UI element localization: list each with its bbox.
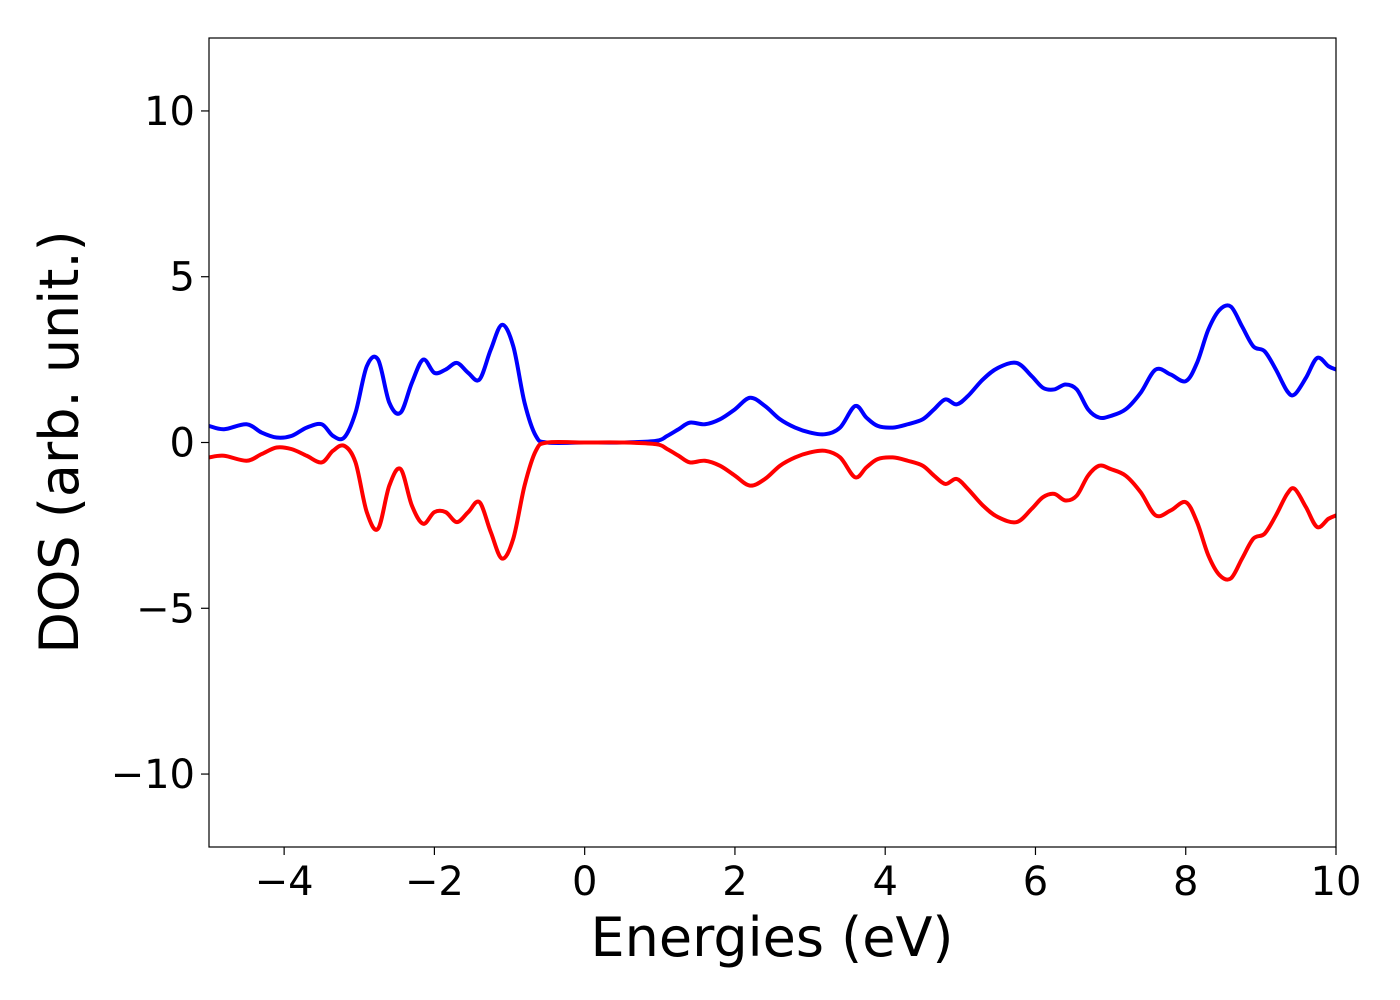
- plot-frame: [208, 37, 1337, 848]
- x-tick-label: 2: [722, 859, 747, 905]
- y-tick-label: 0: [170, 421, 195, 467]
- y-tick-label: 5: [170, 255, 195, 301]
- x-tick-label: 6: [1023, 859, 1048, 905]
- series-layer: [209, 303, 1336, 582]
- y-tick-label: −10: [111, 752, 195, 798]
- x-axis-title: Energies (eV): [591, 906, 954, 969]
- x-axis: −4 −2 0 2 4 6 8 10: [255, 847, 1362, 905]
- y-axis-title: DOS (arb. unit.): [28, 230, 91, 653]
- x-tick-label: −4: [255, 859, 314, 905]
- x-tick-label: 8: [1173, 859, 1198, 905]
- y-tick-label: −5: [136, 586, 195, 632]
- x-tick-label: −2: [405, 859, 464, 905]
- x-tick-label: 10: [1311, 859, 1362, 905]
- x-tick-label: 4: [872, 859, 897, 905]
- x-tick-label: 0: [572, 859, 597, 905]
- y-tick-label: 10: [144, 89, 195, 135]
- series-line-spin-up: [209, 303, 1336, 445]
- series-line-spin-down: [209, 439, 1336, 582]
- y-axis: 10 5 0 −5 −10: [111, 89, 209, 798]
